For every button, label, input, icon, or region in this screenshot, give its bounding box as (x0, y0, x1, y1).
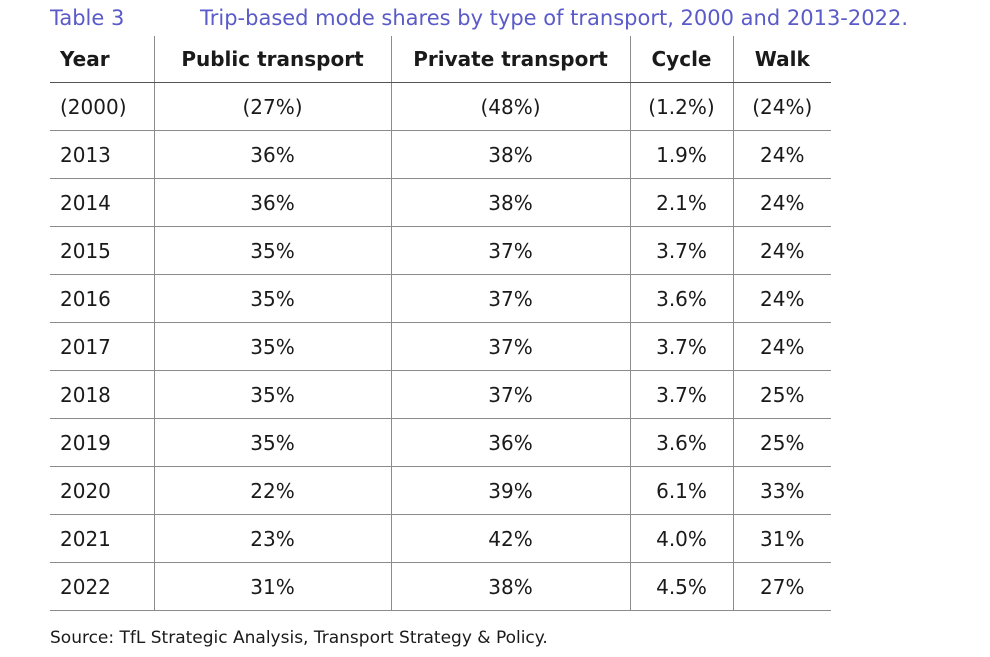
header-year: Year (50, 36, 155, 83)
cell-walk: 24% (733, 322, 831, 371)
cell-walk: (24%) (733, 82, 831, 131)
cell-walk: 24% (733, 274, 831, 323)
cell-year: 2020 (50, 466, 155, 515)
table-number: Table 3 (50, 6, 125, 30)
cell-public-transport: 22% (154, 466, 392, 515)
table-row: 2019 35% 36% 3.6% 25% (50, 418, 831, 467)
cell-cycle: 4.5% (630, 562, 734, 611)
table-row: 2020 22% 39% 6.1% 33% (50, 466, 831, 515)
cell-cycle: 2.1% (630, 178, 734, 227)
table-row: 2018 35% 37% 3.7% 25% (50, 370, 831, 419)
header-cycle: Cycle (630, 36, 734, 83)
cell-year: 2017 (50, 322, 155, 371)
cell-walk: 31% (733, 514, 831, 563)
cell-private-transport: 37% (391, 370, 631, 419)
source-note: Source: TfL Strategic Analysis, Transpor… (50, 628, 548, 648)
table-row: 2013 36% 38% 1.9% 24% (50, 130, 831, 179)
cell-public-transport: (27%) (154, 82, 392, 131)
header-row: Year Public transport Private transport … (50, 36, 831, 83)
cell-public-transport: 36% (154, 130, 392, 179)
table-body: (2000) (27%) (48%) (1.2%) (24%) 2013 36% 38% 1.9… (50, 82, 831, 611)
table-row: 2016 35% 37% 3.6% 24% (50, 274, 831, 323)
cell-private-transport: 37% (391, 226, 631, 275)
table-row: (2000) (27%) (48%) (1.2%) (24%) (50, 82, 831, 131)
cell-cycle: 3.7% (630, 322, 734, 371)
cell-year: 2019 (50, 418, 155, 467)
header-walk: Walk (733, 36, 831, 83)
table-row: 2022 31% 38% 4.5% 27% (50, 562, 831, 611)
cell-year: 2018 (50, 370, 155, 419)
cell-public-transport: 35% (154, 274, 392, 323)
cell-public-transport: 36% (154, 178, 392, 227)
cell-year: 2022 (50, 562, 155, 611)
header-public-transport: Public transport (154, 36, 392, 83)
cell-cycle: 3.6% (630, 418, 734, 467)
cell-walk: 33% (733, 466, 831, 515)
cell-public-transport: 35% (154, 226, 392, 275)
cell-walk: 25% (733, 418, 831, 467)
table-caption: Table 3 Trip-based mode shares by type o… (50, 6, 990, 36)
cell-public-transport: 35% (154, 370, 392, 419)
cell-walk: 24% (733, 226, 831, 275)
cell-private-transport: (48%) (391, 82, 631, 131)
table-title: Trip-based mode shares by type of transp… (200, 6, 909, 30)
cell-cycle: 3.7% (630, 370, 734, 419)
table-row: 2017 35% 37% 3.7% 24% (50, 322, 831, 371)
cell-private-transport: 38% (391, 562, 631, 611)
table-row: 2015 35% 37% 3.7% 24% (50, 226, 831, 275)
table-row: 2021 23% 42% 4.0% 31% (50, 514, 831, 563)
cell-private-transport: 37% (391, 274, 631, 323)
cell-walk: 24% (733, 178, 831, 227)
cell-public-transport: 35% (154, 322, 392, 371)
cell-walk: 25% (733, 370, 831, 419)
cell-year: 2016 (50, 274, 155, 323)
cell-private-transport: 37% (391, 322, 631, 371)
cell-private-transport: 38% (391, 178, 631, 227)
cell-public-transport: 35% (154, 418, 392, 467)
mode-share-table: Year Public transport Private transport … (50, 36, 831, 611)
cell-private-transport: 36% (391, 418, 631, 467)
cell-walk: 27% (733, 562, 831, 611)
table-row: 2014 36% 38% 2.1% 24% (50, 178, 831, 227)
cell-cycle: 3.6% (630, 274, 734, 323)
cell-cycle: 1.9% (630, 130, 734, 179)
cell-private-transport: 42% (391, 514, 631, 563)
cell-public-transport: 31% (154, 562, 392, 611)
cell-year: 2014 (50, 178, 155, 227)
header-private-transport: Private transport (391, 36, 631, 83)
cell-cycle: 3.7% (630, 226, 734, 275)
cell-year: 2013 (50, 130, 155, 179)
cell-cycle: 4.0% (630, 514, 734, 563)
cell-year: 2021 (50, 514, 155, 563)
cell-public-transport: 23% (154, 514, 392, 563)
cell-private-transport: 38% (391, 130, 631, 179)
cell-year: (2000) (50, 82, 155, 131)
cell-year: 2015 (50, 226, 155, 275)
cell-cycle: (1.2%) (630, 82, 734, 131)
cell-cycle: 6.1% (630, 466, 734, 515)
cell-private-transport: 39% (391, 466, 631, 515)
cell-walk: 24% (733, 130, 831, 179)
